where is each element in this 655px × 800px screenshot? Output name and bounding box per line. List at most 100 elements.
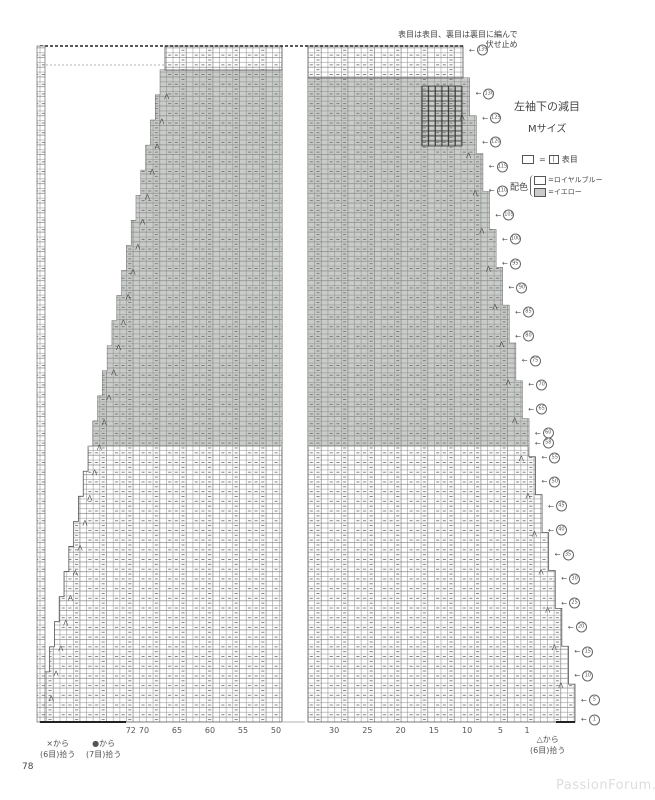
column-label: 55: [237, 726, 249, 735]
page-number: 78: [22, 762, 34, 772]
row-number: 80: [522, 330, 534, 342]
row-number: 35: [562, 549, 574, 561]
bind-off-note: 表目は表目、裏目は裏目に編んで 伏せ止め: [398, 30, 518, 50]
decrease-mark: ⋀: [115, 344, 121, 351]
column-label: 50: [270, 726, 282, 735]
row-number: 139: [476, 44, 488, 56]
chart-title: 左袖下の減目: [514, 100, 580, 113]
arrow-left-icon: ←: [475, 89, 482, 98]
decrease-mark: ⋀: [551, 644, 557, 651]
row-marker: ← 100: [501, 233, 521, 245]
decrease-mark: ⋀: [154, 143, 160, 150]
column-label: 1: [524, 726, 530, 735]
row-marker: ← 35: [555, 549, 574, 561]
decrease-mark: ⋀: [96, 444, 102, 451]
decrease-mark: ⋀: [139, 218, 145, 225]
arrow-left-icon: ←: [541, 453, 548, 462]
row-marker: ← 95: [502, 258, 521, 270]
decrease-mark: ⋀: [518, 455, 524, 462]
size-label: Mサイズ: [528, 124, 567, 135]
row-number: 1: [588, 714, 600, 726]
color-heading: 配色: [510, 182, 529, 193]
arrow-left-icon: ←: [515, 308, 521, 317]
row-number: 55: [549, 452, 561, 464]
row-number: 85: [522, 306, 534, 318]
pickup-x: ×から (6目)拾う: [40, 738, 75, 760]
decrease-mark: ⋀: [101, 419, 107, 426]
decrease-mark: ⋀: [492, 303, 498, 310]
row-number: 5: [588, 694, 600, 706]
row-marker: ← 90: [508, 282, 528, 294]
row-number: 115: [496, 161, 508, 173]
decrease-mark: ⋀: [144, 193, 150, 200]
arrow-left-icon: ←: [541, 477, 548, 486]
column-label: 70: [138, 726, 150, 735]
decrease-mark: ⋀: [478, 228, 484, 235]
decrease-mark: ⋀: [472, 190, 478, 197]
arrow-left-icon: ←: [515, 332, 521, 341]
yellow-swatch-icon: [534, 187, 547, 197]
row-marker: ← 130: [475, 88, 495, 100]
legend-color-blue: =ロイヤルブルー: [534, 175, 603, 185]
pickup-triangle-line1: △から: [536, 735, 559, 744]
decrease-mark: ⋀: [120, 319, 126, 326]
pickup-triangle-line2: (6目)拾う: [530, 746, 566, 755]
pickup-x-line1: ×から: [46, 739, 70, 748]
bind-off-band-right: [307, 45, 464, 79]
row-marker: ← 5: [581, 694, 600, 706]
arrow-left-icon: ←: [534, 429, 541, 438]
decrease-mark: ⋀: [57, 645, 63, 652]
arrow-left-icon: ←: [488, 186, 495, 195]
arrow-left-icon: ←: [548, 502, 554, 511]
arrow-left-icon: ←: [482, 138, 489, 147]
legend-stitch: = | 表目: [522, 154, 578, 165]
arrow-left-icon: ←: [561, 599, 568, 608]
chart-right-shaded: [308, 78, 529, 447]
decrease-mark: ⋀: [485, 265, 491, 272]
legend-colors: 配色 =ロイヤルブルー =イエロー: [510, 175, 603, 197]
row-number: 20: [575, 621, 587, 633]
pickup-dot-line1: ●から: [92, 739, 116, 748]
arrow-left-icon: ←: [548, 526, 554, 535]
row-number: 105: [503, 209, 515, 221]
note-line-2: 伏せ止め: [485, 40, 518, 49]
decrease-mark: ⋀: [125, 294, 131, 301]
arrow-left-icon: ←: [574, 647, 581, 656]
row-number: 50: [549, 476, 561, 488]
row-number: 70: [536, 379, 548, 391]
arrow-left-icon: ←: [521, 356, 528, 365]
pickup-triangle: △から (6目)拾う: [530, 734, 565, 756]
row-number: 95: [509, 258, 521, 270]
arrow-left-icon: ←: [528, 380, 535, 389]
arrow-left-icon: ←: [508, 283, 515, 292]
row-number: 130: [483, 88, 495, 100]
bind-off-band-left: [164, 45, 283, 71]
decrease-mark: ⋀: [544, 606, 550, 613]
decrease-mark: ⋀: [557, 682, 563, 689]
arrow-left-icon: ←: [581, 715, 587, 724]
blue-swatch-icon: [534, 175, 547, 185]
column-label: 20: [395, 726, 406, 735]
decrease-mark: ⋀: [158, 118, 164, 125]
legend-equals: =: [539, 155, 546, 164]
arrow-left-icon: ←: [501, 235, 508, 244]
decrease-mark: ⋀: [498, 341, 504, 348]
row-number: 58: [542, 437, 554, 449]
column-label: 15: [428, 726, 439, 735]
row-number: 75: [529, 355, 541, 367]
row-marker: ← 15: [574, 646, 594, 658]
row-marker: ← 110: [488, 185, 508, 197]
row-marker: ← 75: [521, 355, 541, 367]
arrow-left-icon: ←: [574, 671, 581, 680]
row-marker: ← 50: [541, 476, 561, 488]
column-label: 30: [329, 726, 340, 735]
watermark: PassionForum.ru: [556, 778, 655, 793]
row-marker: ← 115: [489, 161, 508, 173]
color-change-block: [421, 85, 463, 147]
arrow-left-icon: ←: [528, 405, 535, 414]
decrease-mark: ⋀: [465, 152, 471, 159]
decrease-mark: ⋀: [531, 531, 537, 538]
legend-knit-label: 表目: [561, 155, 578, 164]
row-marker: ← 139: [469, 44, 488, 56]
